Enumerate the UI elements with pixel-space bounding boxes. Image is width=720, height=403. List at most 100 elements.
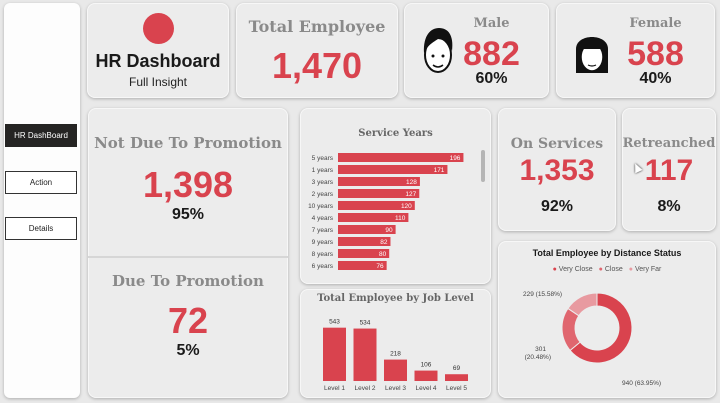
service-years-tick-label: 7 years bbox=[312, 227, 334, 234]
distance-legend: ● Very Close ● Close ● Very Far bbox=[498, 266, 716, 273]
service-years-chart: 5 years 196 1 years 171 3 years 128 2 years 127… bbox=[308, 153, 464, 270]
service-years-data-label: 196 bbox=[450, 155, 461, 162]
job-level-tick-label: Level 4 bbox=[416, 385, 437, 392]
service-years-tick-label: 5 years bbox=[312, 155, 334, 162]
job-level-bar bbox=[445, 374, 468, 381]
job-level-data-label: 534 bbox=[360, 320, 371, 327]
service-years-bar bbox=[338, 237, 391, 246]
not-due-percent: 95% bbox=[171, 206, 205, 223]
distance-donut-chart: 940 (63.95%) 301(20.48%) 229 (15.58%) bbox=[523, 291, 661, 387]
dashboard-title: HR Dashboard bbox=[95, 51, 221, 71]
promotion-divider bbox=[88, 256, 288, 258]
service-years-tick-label: 2 years bbox=[312, 191, 334, 198]
promotion-card: Not Due To Promotion 1,398 95% Due To Pr… bbox=[88, 108, 288, 398]
job-level-tick-label: Level 2 bbox=[355, 385, 376, 392]
donut-label-very-close: 940 (63.95%) bbox=[622, 380, 661, 387]
legend-close-label: Close bbox=[604, 266, 623, 273]
service-years-tick-label: 1 years bbox=[312, 167, 334, 174]
service-years-data-label: 171 bbox=[434, 167, 445, 174]
male-card: Male 882 60% bbox=[404, 3, 549, 98]
service-years-data-label: 128 bbox=[406, 179, 417, 186]
service-years-tick-label: 9 years bbox=[312, 239, 334, 246]
due-value: 72 bbox=[167, 300, 209, 341]
service-years-data-label: 110 bbox=[395, 215, 406, 222]
total-employee-value: 1,470 bbox=[271, 45, 363, 86]
retrenched-card: Retreanched 117 8% bbox=[622, 108, 716, 231]
job-level-chart: 543 Level 1 534 Level 2 218 Level 3 106 Level 4… bbox=[323, 319, 468, 392]
job-level-data-label: 106 bbox=[421, 362, 432, 369]
on-services-label: On Services bbox=[510, 136, 604, 152]
nav-action-button[interactable]: Action bbox=[5, 171, 77, 194]
service-years-data-label: 76 bbox=[376, 263, 384, 270]
on-services-card: On Services 1,353 92% bbox=[498, 108, 616, 231]
retrenched-value: 117 bbox=[644, 154, 694, 187]
job-level-bar bbox=[384, 359, 407, 381]
nav-details-button[interactable]: Details bbox=[5, 217, 77, 240]
service-years-scrollbar[interactable] bbox=[481, 150, 485, 182]
due-label: Due To Promotion bbox=[112, 272, 264, 290]
service-years-bar bbox=[338, 165, 448, 174]
service-years-data-label: 127 bbox=[405, 191, 416, 198]
male-percent: 60% bbox=[475, 70, 508, 87]
service-years-tick-label: 4 years bbox=[312, 215, 334, 222]
female-label: Female bbox=[629, 16, 682, 31]
service-years-card: Service Years 5 years 196 1 years 171 3 year… bbox=[300, 108, 491, 284]
donut-label-very-far: 229 (15.58%) bbox=[523, 291, 562, 298]
service-years-title: Service Years bbox=[358, 128, 433, 139]
job-level-bar bbox=[414, 370, 438, 381]
male-value: 882 bbox=[463, 35, 520, 73]
on-services-percent: 92% bbox=[540, 198, 574, 215]
job-level-data-label: 218 bbox=[390, 351, 401, 358]
job-level-bar bbox=[323, 327, 346, 381]
service-years-data-label: 80 bbox=[379, 251, 387, 258]
service-years-bar bbox=[338, 261, 387, 270]
service-years-data-label: 120 bbox=[401, 203, 412, 210]
not-due-label: Not Due To Promotion bbox=[94, 134, 282, 152]
job-level-data-label: 543 bbox=[329, 319, 340, 326]
distance-status-card: Total Employee by Distance Status ● Very… bbox=[498, 241, 716, 398]
due-percent: 5% bbox=[176, 342, 200, 359]
donut-label-close: 301 bbox=[535, 346, 546, 353]
title-card: HR Dashboard Full Insight bbox=[87, 3, 229, 98]
male-label: Male bbox=[473, 16, 510, 31]
female-avatar-icon bbox=[576, 37, 608, 73]
female-percent: 40% bbox=[639, 70, 672, 87]
legend-very-far-label: Very Far bbox=[634, 266, 662, 273]
service-years-data-label: 82 bbox=[380, 239, 388, 246]
nav-hr-dashboard-button[interactable]: HR DashBoard bbox=[5, 124, 77, 147]
job-level-tick-label: Level 3 bbox=[385, 385, 406, 392]
job-level-title: Total Employee by Job Level bbox=[317, 293, 474, 304]
job-level-bar bbox=[353, 328, 377, 381]
not-due-value: 1,398 bbox=[142, 164, 234, 205]
donut-label-close-pct: (20.48%) bbox=[525, 354, 551, 361]
service-years-tick-label: 8 years bbox=[312, 251, 334, 258]
legend-very-far: ● Very Far bbox=[628, 266, 662, 273]
legend-close: ● Close bbox=[598, 266, 623, 273]
total-employee-card: Total Employee 1,470 bbox=[236, 3, 398, 98]
service-years-bar bbox=[338, 189, 420, 198]
job-level-tick-label: Level 5 bbox=[446, 385, 467, 392]
female-card: Female 588 40% bbox=[556, 3, 715, 98]
legend-very-close-label: Very Close bbox=[558, 266, 593, 273]
retrenched-label: Retreanched bbox=[622, 136, 716, 151]
legend-very-close: ● Very Close bbox=[552, 266, 593, 273]
service-years-bar bbox=[338, 213, 409, 222]
female-value: 588 bbox=[627, 35, 684, 73]
service-years-bar bbox=[338, 201, 415, 210]
service-years-data-label: 90 bbox=[385, 227, 393, 234]
job-level-card: Total Employee by Job Level 543 Level 1 53… bbox=[300, 289, 491, 398]
donut-slice bbox=[569, 292, 633, 364]
service-years-tick-label: 10 years bbox=[308, 203, 334, 210]
total-employee-label: Total Employee bbox=[248, 17, 386, 36]
service-years-bar bbox=[338, 225, 396, 234]
service-years-bar bbox=[338, 177, 420, 186]
service-years-bar bbox=[338, 153, 464, 162]
on-services-value: 1,353 bbox=[519, 154, 595, 187]
distance-status-title: Total Employee by Distance Status bbox=[532, 248, 682, 258]
donut-slice bbox=[567, 292, 598, 317]
service-years-bar bbox=[338, 249, 390, 258]
male-avatar-icon bbox=[423, 28, 453, 73]
service-years-tick-label: 3 years bbox=[312, 179, 334, 186]
dashboard-subtitle: Full Insight bbox=[128, 75, 188, 89]
job-level-tick-label: Level 1 bbox=[324, 385, 345, 392]
